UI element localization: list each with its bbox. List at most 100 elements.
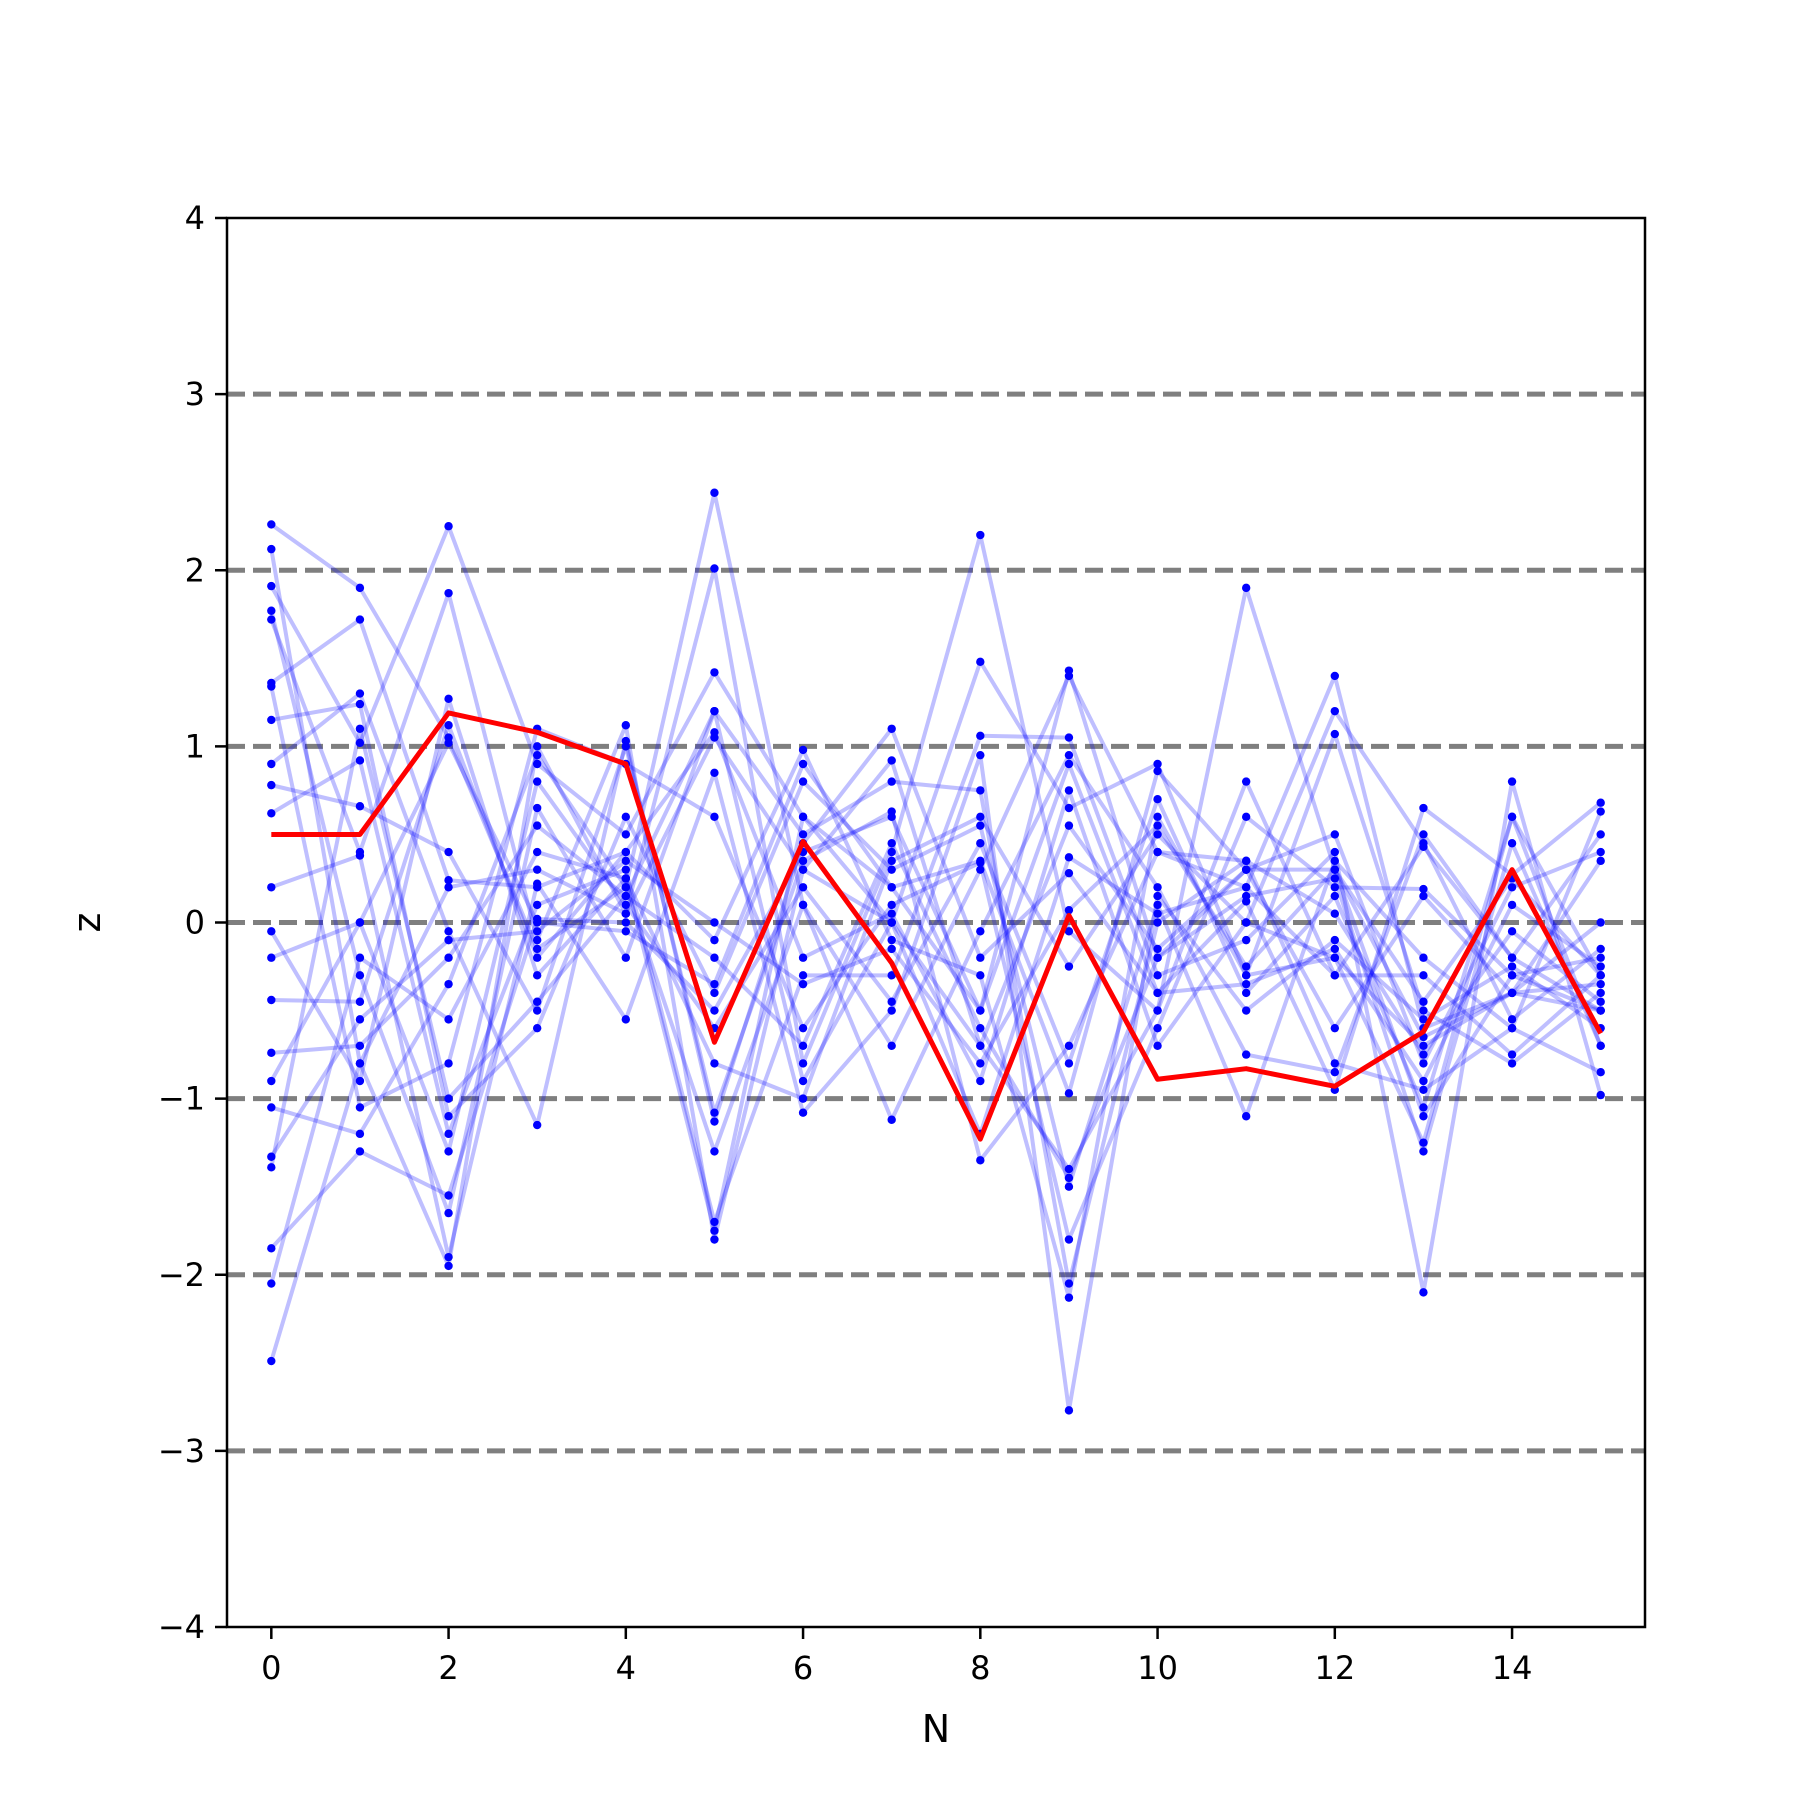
trial-point bbox=[1507, 1023, 1517, 1033]
trial-point bbox=[710, 1059, 719, 1068]
trial-point bbox=[798, 759, 808, 769]
trial-point bbox=[532, 935, 542, 945]
trial-point bbox=[1419, 1050, 1428, 1059]
trial-point bbox=[1064, 1293, 1074, 1302]
y-tick-label: −2 bbox=[158, 1256, 205, 1294]
trial-point bbox=[1241, 918, 1251, 927]
trial-point bbox=[1596, 1006, 1605, 1015]
reference-lines bbox=[227, 391, 1645, 1454]
trial-point bbox=[710, 1235, 719, 1244]
trial-point bbox=[1596, 798, 1605, 807]
trial-series-15 bbox=[267, 821, 1605, 1183]
trial-point bbox=[798, 865, 808, 874]
trial-point bbox=[710, 988, 719, 998]
trial-point bbox=[532, 1120, 542, 1130]
trial-point bbox=[1596, 1068, 1605, 1077]
trial-point bbox=[1064, 786, 1074, 795]
trial-point bbox=[1507, 777, 1517, 786]
trial-point bbox=[444, 876, 453, 885]
trial-point bbox=[355, 699, 365, 709]
trial-point bbox=[355, 738, 365, 748]
trial-point bbox=[798, 1059, 808, 1068]
trial-line bbox=[269, 696, 1603, 1233]
trial-point bbox=[976, 821, 985, 830]
trial-point bbox=[1153, 900, 1162, 910]
trial-point bbox=[532, 803, 542, 813]
trial-line bbox=[270, 753, 1602, 1154]
trial-point bbox=[532, 742, 542, 751]
trial-point bbox=[976, 1076, 985, 1086]
trial-point bbox=[976, 1156, 985, 1165]
trial-point bbox=[1241, 1006, 1251, 1015]
trial-point bbox=[1419, 1076, 1428, 1086]
trial-point bbox=[355, 1059, 365, 1068]
trial-point bbox=[976, 971, 985, 980]
trial-point bbox=[355, 802, 365, 811]
trial-point bbox=[1507, 962, 1517, 971]
trial-point bbox=[1064, 1041, 1074, 1050]
trial-point bbox=[1153, 953, 1162, 962]
trial-point bbox=[1419, 1138, 1428, 1147]
trial-point bbox=[1153, 766, 1162, 776]
trial-point bbox=[798, 812, 808, 822]
trial-point bbox=[1153, 1023, 1162, 1033]
trial-point bbox=[1419, 997, 1428, 1006]
trial-point bbox=[621, 953, 631, 962]
trial-point bbox=[1241, 777, 1251, 786]
trial-point bbox=[267, 995, 276, 1005]
trial-point bbox=[355, 971, 365, 980]
trial-point bbox=[1064, 868, 1074, 878]
highlight-line bbox=[271, 710, 1603, 1142]
trial-point bbox=[267, 581, 276, 591]
trial-point bbox=[267, 759, 276, 769]
trial-point bbox=[1064, 1164, 1074, 1174]
trial-point bbox=[1153, 918, 1162, 927]
trial-point bbox=[710, 706, 719, 716]
trial-point bbox=[976, 927, 985, 936]
trial-point bbox=[887, 847, 896, 857]
trial-series-22 bbox=[267, 733, 1605, 1366]
trial-point bbox=[444, 694, 453, 704]
trial-point bbox=[976, 530, 985, 540]
trial-point bbox=[798, 830, 808, 839]
trial-point bbox=[710, 564, 719, 573]
trial-point bbox=[1507, 900, 1517, 910]
trial-point bbox=[1153, 830, 1162, 839]
trial-point bbox=[355, 756, 365, 765]
trial-point bbox=[710, 768, 719, 777]
trial-point bbox=[1064, 962, 1074, 971]
trial-line bbox=[269, 709, 1602, 1286]
trial-point bbox=[1419, 803, 1428, 813]
trial-point bbox=[798, 1023, 808, 1033]
trial-line bbox=[269, 761, 1602, 1250]
trial-point bbox=[1241, 1050, 1251, 1059]
trial-point bbox=[1330, 830, 1340, 839]
trial-point bbox=[444, 927, 453, 936]
trial-point bbox=[798, 745, 808, 755]
trial-point bbox=[710, 979, 719, 989]
trial-point bbox=[532, 865, 542, 874]
trial-point bbox=[1507, 1059, 1517, 1068]
trial-point bbox=[621, 883, 631, 892]
trial-point bbox=[267, 520, 276, 529]
trial-series-13 bbox=[267, 777, 1605, 1156]
trial-point bbox=[1596, 971, 1605, 980]
trial-point bbox=[887, 777, 896, 786]
trial-point bbox=[1064, 1089, 1074, 1098]
trial-point bbox=[1419, 1041, 1428, 1050]
trial-point bbox=[267, 780, 276, 790]
trial-point bbox=[1419, 971, 1428, 980]
trial-point bbox=[1153, 988, 1162, 998]
trial-line bbox=[269, 823, 1603, 1158]
trial-point bbox=[532, 914, 542, 924]
trial-point bbox=[1241, 979, 1251, 989]
trial-series-10 bbox=[267, 731, 1605, 1297]
trial-point bbox=[1596, 830, 1605, 839]
trial-point bbox=[1064, 1173, 1074, 1183]
trial-point bbox=[1596, 1041, 1605, 1050]
trial-point bbox=[444, 953, 453, 962]
trial-point bbox=[1507, 839, 1517, 848]
trial-point bbox=[1596, 988, 1605, 998]
